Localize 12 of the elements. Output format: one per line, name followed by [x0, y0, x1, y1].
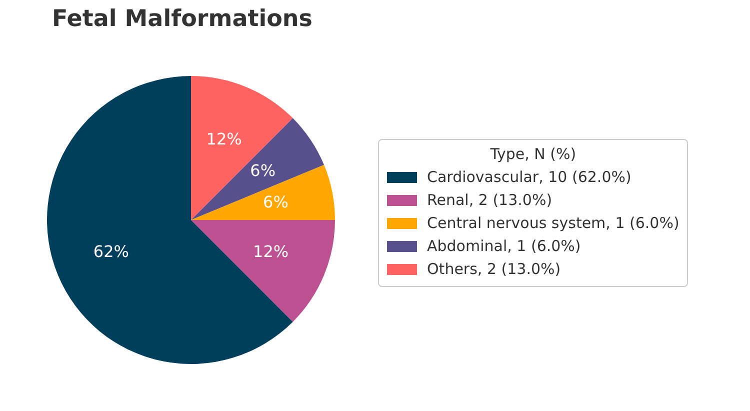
legend-label: Renal, 2 (13.0%) [427, 190, 552, 211]
legend-label: Abdominal, 1 (6.0%) [427, 236, 581, 257]
legend-title: Type, N (%) [489, 145, 578, 163]
data-label: 12% [206, 129, 242, 148]
data-label: 12% [253, 242, 289, 262]
legend-label: Others, 2 (13.0%) [427, 259, 561, 280]
legend-label: Cardiovascular, 10 (62.0%) [427, 167, 632, 188]
data-label: 62% [93, 242, 129, 262]
data-label: 6% [250, 161, 276, 180]
chart-title: Fetal Malformations [52, 6, 312, 32]
data-label: 6% [263, 192, 288, 212]
legend-label: Central nervous system, 1 (6.0%) [427, 213, 680, 234]
